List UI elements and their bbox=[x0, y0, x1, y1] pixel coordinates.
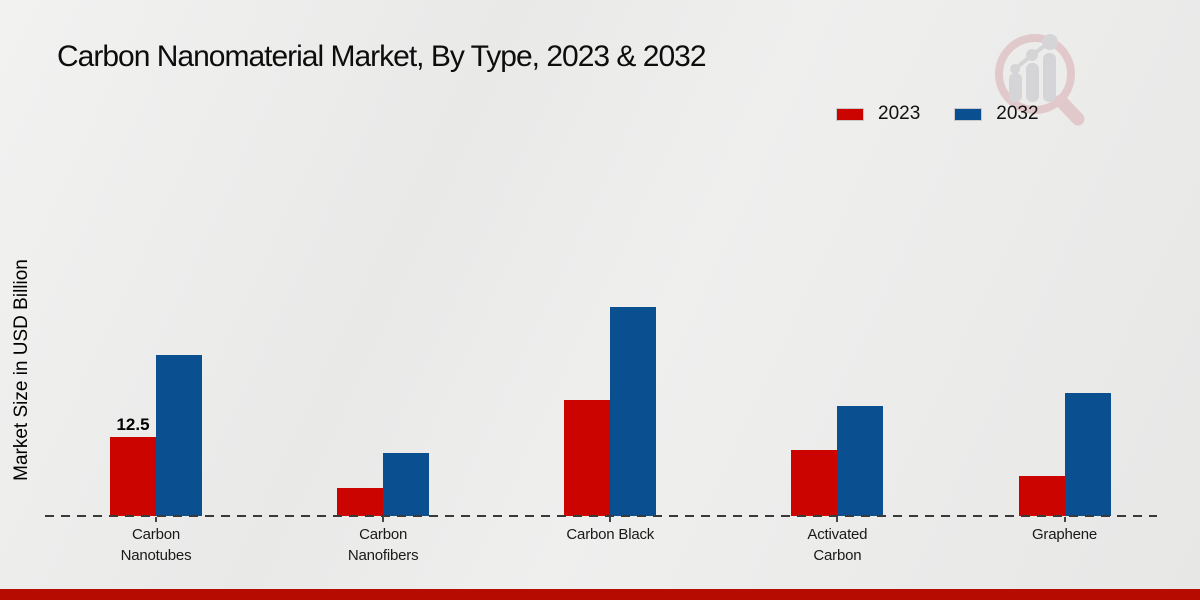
chart-title: Carbon Nanomaterial Market, By Type, 202… bbox=[57, 40, 707, 73]
x-axis-tick bbox=[836, 516, 839, 522]
bar-2023-activated-carbon bbox=[791, 450, 838, 516]
legend: 2023 2032 bbox=[836, 103, 1039, 125]
category-label-carbon-nanotubes: Carbon Nanotubes bbox=[120, 525, 192, 564]
value-label-2023-carbon-nanotubes: 12.5 bbox=[116, 415, 150, 434]
x-axis-tick bbox=[609, 516, 612, 522]
category-label-carbon-nanofibers: Carbon Nanofibers bbox=[347, 525, 419, 564]
footer-band bbox=[0, 589, 1200, 600]
legend-label-2032: 2032 bbox=[996, 103, 1039, 124]
legend-swatch-2023 bbox=[836, 107, 864, 121]
bar-2023-carbon-nanofibers bbox=[337, 487, 384, 516]
bar-2032-carbon-nanofibers bbox=[383, 452, 430, 516]
magnifier-bar-chart-logo bbox=[995, 34, 1085, 126]
legend-label-2023: 2023 bbox=[878, 103, 921, 124]
bar-2032-carbon-nanotubes bbox=[156, 354, 202, 516]
x-axis-tick bbox=[382, 516, 385, 522]
bar-2032-carbon-black bbox=[610, 307, 657, 516]
legend-item-2023: 2023 bbox=[836, 103, 920, 125]
bar-2023-carbon-nanotubes bbox=[110, 437, 156, 516]
legend-item-2032: 2032 bbox=[954, 103, 1039, 125]
x-axis-baseline bbox=[45, 514, 1157, 517]
bar-2023-carbon-black bbox=[564, 399, 611, 516]
x-axis-tick bbox=[1063, 516, 1066, 522]
bar-2032-graphene bbox=[1064, 393, 1111, 516]
bar-2023-graphene bbox=[1018, 475, 1065, 516]
category-label-carbon-black: Carbon Black bbox=[566, 525, 655, 543]
x-axis-tick bbox=[155, 516, 157, 522]
category-label-graphene: Graphene bbox=[1031, 525, 1098, 543]
bar-2032-activated-carbon bbox=[837, 406, 884, 516]
category-label-activated-carbon: Activated Carbon bbox=[807, 525, 868, 564]
legend-swatch-2032 bbox=[954, 107, 983, 121]
